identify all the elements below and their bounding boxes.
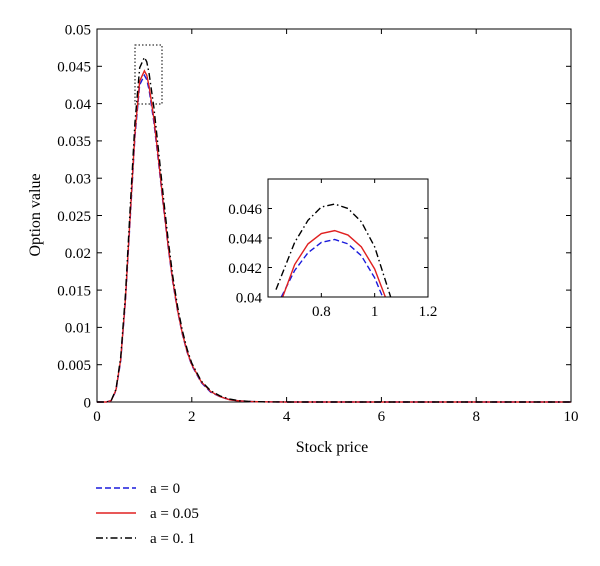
legend-item: a = 0. 1 (96, 531, 195, 547)
main-y-tick-label: 0.03 (65, 171, 91, 187)
inset-y-tick-label: 0.044 (228, 231, 262, 247)
inset-series-line-3 (275, 203, 392, 297)
x-axis-label: Stock price (296, 439, 368, 456)
main-x-tick-label: 2 (188, 409, 196, 425)
legend-label: a = 0 (150, 481, 180, 497)
inset-x-tick-label: 1.2 (419, 304, 438, 320)
inset-plot-background (268, 179, 428, 297)
inset-y-tick-label: 0.042 (228, 261, 262, 277)
inset-series-group (275, 203, 392, 297)
main-y-tick-label: 0.05 (65, 22, 91, 38)
legend: a = 0 a = 0.05 a = 0. 1 (96, 481, 199, 547)
inset-y-tick-label: 0.046 (228, 202, 262, 218)
legend-label: a = 0.05 (150, 506, 199, 522)
inset-series-line-2 (282, 229, 386, 297)
main-y-tick-label: 0.025 (57, 209, 91, 225)
main-x-tick-label: 4 (283, 409, 291, 425)
inset-x-tick-label: 1 (371, 304, 379, 320)
main-y-tick-label: 0 (84, 395, 92, 411)
zoom-region-box (134, 44, 163, 105)
inset-x-tick-label: 0.8 (312, 304, 331, 320)
legend-item: a = 0 (96, 481, 180, 497)
y-axis-label: Option value (27, 173, 44, 256)
inset-axis-ticks: 0.8 1 1.2 0.04 0.042 0.044 0.046 (228, 179, 437, 320)
main-x-tick-label: 6 (378, 409, 386, 425)
main-y-tick-label: 0.02 (65, 246, 91, 262)
main-y-tick-label: 0.035 (57, 134, 91, 150)
main-y-tick-label: 0.045 (57, 60, 91, 76)
legend-label: a = 0. 1 (150, 531, 195, 547)
inset-y-tick-label: 0.04 (236, 290, 263, 306)
main-x-tick-label: 0 (93, 409, 101, 425)
main-y-tick-label: 0.015 (57, 283, 91, 299)
main-series-group (97, 55, 571, 403)
inset-series-line-1 (280, 238, 384, 297)
legend-item: a = 0.05 (96, 506, 199, 522)
main-axis-ticks: 0 2 4 6 8 10 0 0.005 0.01 0.015 0.02 0.025 0.03 0.035… (57, 22, 578, 425)
main-y-tick-label: 0.04 (65, 97, 92, 113)
main-series-line-3 (97, 55, 571, 403)
main-y-tick-label: 0.01 (65, 321, 91, 337)
main-x-tick-label: 10 (564, 409, 579, 425)
main-y-tick-label: 0.005 (57, 358, 91, 374)
main-x-tick-label: 8 (472, 409, 480, 425)
